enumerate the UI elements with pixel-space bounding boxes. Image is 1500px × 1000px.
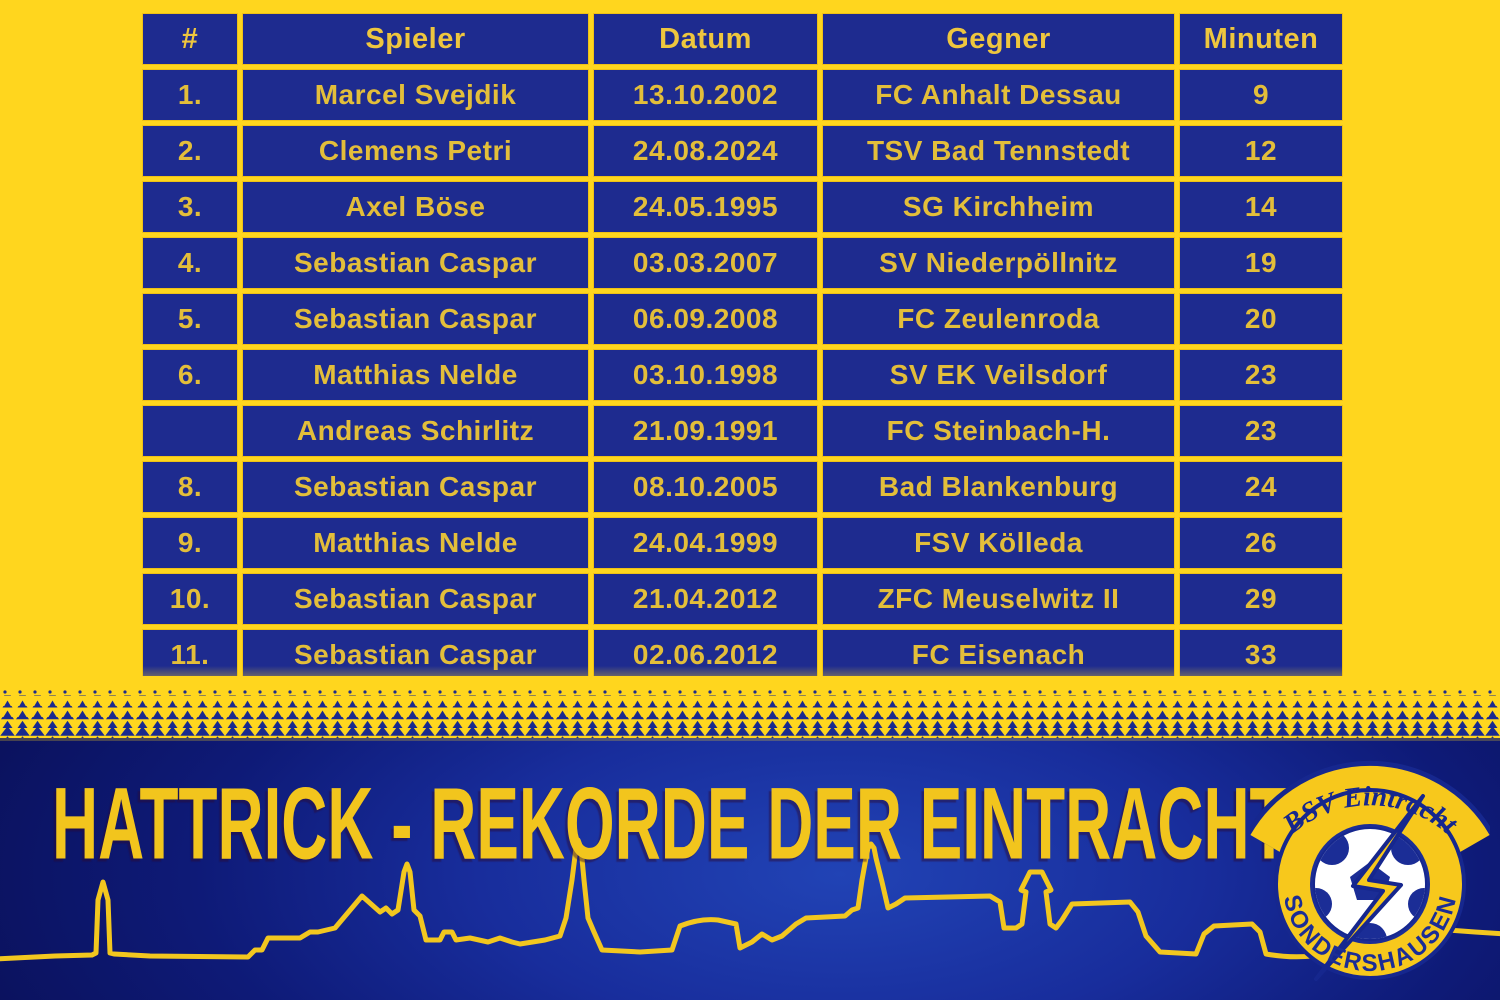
lightning-bolt-icon	[1314, 794, 1425, 981]
minutes-cell: 23	[1180, 406, 1342, 456]
date-cell: 06.09.2008	[594, 294, 817, 344]
rank-cell	[143, 406, 237, 456]
date-cell: 02.06.2012	[594, 630, 817, 680]
rank-cell: 2.	[143, 126, 237, 176]
rank-cell: 4.	[143, 238, 237, 288]
minutes-cell: 19	[1180, 238, 1342, 288]
column-header-date: Datum	[594, 14, 817, 64]
date-cell: 24.08.2024	[594, 126, 817, 176]
triangle-pattern-border	[0, 676, 1500, 738]
rank-cell: 11.	[143, 630, 237, 680]
opponent-cell: SV Niederpöllnitz	[823, 238, 1174, 288]
opponent-cell: TSV Bad Tennstedt	[823, 126, 1174, 176]
date-cell: 24.04.1999	[594, 518, 817, 568]
rank-cell: 5.	[143, 294, 237, 344]
rank-cell: 10.	[143, 574, 237, 624]
opponent-cell: SG Kirchheim	[823, 182, 1174, 232]
date-cell: 21.09.1991	[594, 406, 817, 456]
minutes-cell: 9	[1180, 70, 1342, 120]
rank-cell: 1.	[143, 70, 237, 120]
date-cell: 24.05.1995	[594, 182, 817, 232]
column-header-opponent: Gegner	[823, 14, 1174, 64]
player-cell: Axel Böse	[243, 182, 588, 232]
column-header-rank: #	[143, 14, 237, 64]
rank-cell: 9.	[143, 518, 237, 568]
minutes-cell: 12	[1180, 126, 1342, 176]
hattrick-records-table: # Spieler Datum Gegner Minuten 1. Marcel…	[143, 14, 1342, 680]
page-title: HATTRICK - REKORDE DER EINTRACHT	[52, 767, 1289, 881]
opponent-cell: FC Eisenach	[823, 630, 1174, 680]
minutes-cell: 20	[1180, 294, 1342, 344]
logo-banner-ribbon	[1250, 760, 1490, 857]
club-logo: BSV Eintracht SONDERSHAUSEN	[1250, 760, 1490, 981]
opponent-cell: Bad Blankenburg	[823, 462, 1174, 512]
minutes-cell: 23	[1180, 350, 1342, 400]
city-skyline-icon	[0, 837, 1500, 962]
opponent-cell: ZFC Meuselwitz II	[823, 574, 1174, 624]
minutes-cell: 26	[1180, 518, 1342, 568]
player-cell: Matthias Nelde	[243, 518, 588, 568]
date-cell: 08.10.2005	[594, 462, 817, 512]
date-cell: 03.03.2007	[594, 238, 817, 288]
player-cell: Andreas Schirlitz	[243, 406, 588, 456]
minutes-cell: 29	[1180, 574, 1342, 624]
rank-cell: 3.	[143, 182, 237, 232]
date-cell: 03.10.1998	[594, 350, 817, 400]
minutes-cell: 24	[1180, 462, 1342, 512]
opponent-cell: FC Steinbach-H.	[823, 406, 1174, 456]
opponent-cell: FSV Kölleda	[823, 518, 1174, 568]
player-cell: Matthias Nelde	[243, 350, 588, 400]
page-title-text: HATTRICK - REKORDE DER EINTRACHT	[52, 767, 1289, 881]
player-cell: Sebastian Caspar	[243, 630, 588, 680]
player-cell: Sebastian Caspar	[243, 294, 588, 344]
minutes-cell: 33	[1180, 630, 1342, 680]
column-header-player: Spieler	[243, 14, 588, 64]
player-cell: Sebastian Caspar	[243, 574, 588, 624]
player-cell: Sebastian Caspar	[243, 462, 588, 512]
opponent-cell: FC Zeulenroda	[823, 294, 1174, 344]
opponent-cell: FC Anhalt Dessau	[823, 70, 1174, 120]
date-cell: 21.04.2012	[594, 574, 817, 624]
player-cell: Sebastian Caspar	[243, 238, 588, 288]
player-cell: Clemens Petri	[243, 126, 588, 176]
player-cell: Marcel Svejdik	[243, 70, 588, 120]
column-header-minutes: Minuten	[1180, 14, 1342, 64]
opponent-cell: SV EK Veilsdorf	[823, 350, 1174, 400]
date-cell: 13.10.2002	[594, 70, 817, 120]
rank-cell: 8.	[143, 462, 237, 512]
minutes-cell: 14	[1180, 182, 1342, 232]
rank-cell: 6.	[143, 350, 237, 400]
